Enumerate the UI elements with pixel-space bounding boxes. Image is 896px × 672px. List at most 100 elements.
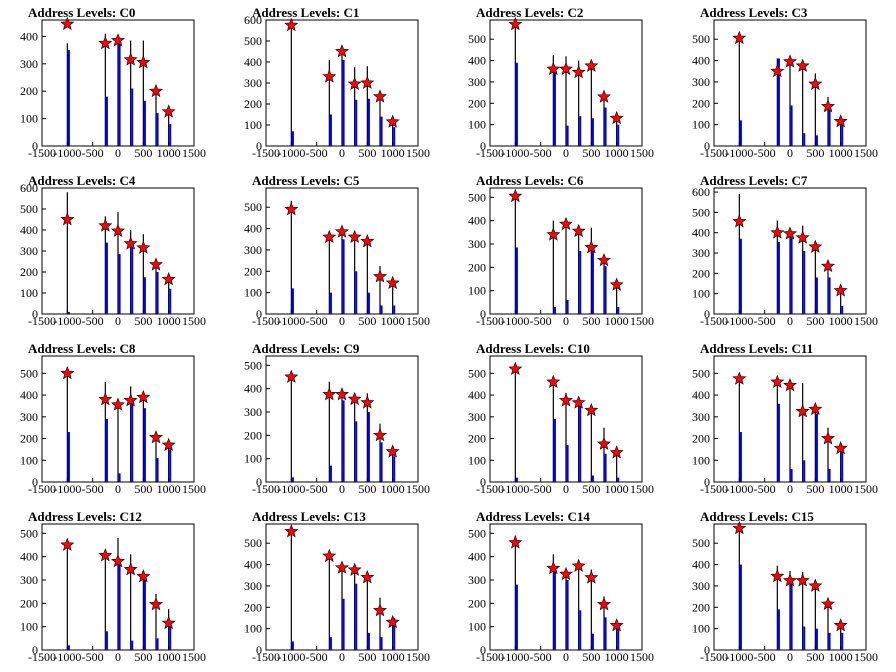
star-marker <box>795 58 810 72</box>
x-tick-label: -1500 <box>700 314 728 328</box>
x-tick-label: -500 <box>530 314 552 328</box>
y-tick-label: 100 <box>20 453 38 467</box>
y-tick-label: 400 <box>20 550 38 564</box>
x-tick-label: -1000 <box>725 146 753 160</box>
chart-title: Address Levels: C2 <box>476 5 584 20</box>
chart-plot: -1500-1000 -500 0 500 1000 1500 0 100 200 300 400 5… <box>468 16 654 160</box>
chart-title: Address Levels: C9 <box>252 341 360 356</box>
x-tick-label: -1500 <box>252 482 280 496</box>
star-marker <box>284 524 299 538</box>
x-tick-label: 0 <box>115 314 121 328</box>
x-tick-label: -1500 <box>700 650 728 664</box>
x-tick-label: 500 <box>134 482 152 496</box>
y-tick-label: 200 <box>692 96 710 110</box>
y-tick-label: 500 <box>692 32 710 46</box>
x-tick-label: 0 <box>339 650 345 664</box>
x-tick-label: -1000 <box>501 482 529 496</box>
x-tick-label: 500 <box>134 650 152 664</box>
y-tick-label: 100 <box>692 287 710 301</box>
star-marker <box>385 614 400 629</box>
star-marker <box>783 54 797 68</box>
chart-plot: -1500-1000 -500 0 500 1000 1500 0 100 200 300 400 5… <box>20 355 206 496</box>
star-marker <box>732 371 747 385</box>
chart-panel: Address Levels: C10 -1500 -1000 -500 0 500 100… <box>448 336 672 504</box>
x-tick-label: -500 <box>82 650 104 664</box>
star-marker <box>808 76 823 91</box>
y-tick-label: 0 <box>480 643 486 657</box>
star-marker <box>609 445 624 459</box>
x-tick-label: 0 <box>563 146 569 160</box>
y-tick-label: 0 <box>480 475 486 489</box>
star-marker <box>123 52 138 66</box>
x-tick-label: 1000 <box>157 650 181 664</box>
y-tick-label: 400 <box>20 223 38 237</box>
star-marker <box>770 374 785 389</box>
y-tick-label: 100 <box>468 118 486 132</box>
y-tick-label: 100 <box>468 620 486 634</box>
y-tick-label: 500 <box>244 358 262 372</box>
y-tick-label: 100 <box>244 118 262 132</box>
y-tick-label: 500 <box>20 366 38 380</box>
chart-title: Address Levels: C14 <box>476 509 590 524</box>
x-tick-label: -1500 <box>476 650 504 664</box>
y-tick-label: 300 <box>244 76 262 90</box>
star-marker <box>347 76 362 90</box>
y-tick-label: 0 <box>704 139 710 153</box>
x-tick-label: 500 <box>806 650 824 664</box>
y-tick-label: 0 <box>256 307 262 321</box>
star-marker <box>161 104 176 118</box>
y-tick-label: 200 <box>20 265 38 279</box>
y-tick-label: 0 <box>480 307 486 321</box>
x-tick-label: -500 <box>306 650 328 664</box>
y-tick-label: 400 <box>468 214 486 228</box>
x-tick-label: 500 <box>582 482 600 496</box>
y-tick-label: 0 <box>32 643 38 657</box>
x-tick-label: 0 <box>115 650 121 664</box>
x-tick-label: 1500 <box>182 482 206 496</box>
y-tick-label: 200 <box>244 97 262 111</box>
x-tick-label: 500 <box>806 146 824 160</box>
x-tick-label: 500 <box>358 482 376 496</box>
star-marker <box>571 223 586 238</box>
star-marker <box>597 436 611 450</box>
y-tick-label: 100 <box>244 452 262 466</box>
y-tick-label: 600 <box>244 13 262 27</box>
x-tick-label: 1000 <box>829 482 853 496</box>
star-marker <box>322 69 337 83</box>
x-tick-label: 1500 <box>630 482 654 496</box>
y-tick-label: 400 <box>468 550 486 564</box>
y-tick-label: 500 <box>692 366 710 380</box>
star-marker <box>795 230 810 244</box>
y-tick-label: 400 <box>692 388 710 402</box>
y-tick-label: 100 <box>244 286 262 300</box>
x-tick-label: 0 <box>115 146 121 160</box>
star-marker <box>795 573 810 587</box>
x-tick-label: 0 <box>563 650 569 664</box>
star-marker <box>373 269 387 283</box>
chart-panel: Address Levels: C6 -1500 -1000 -500 0 500 1000… <box>448 168 672 336</box>
y-tick-label: 200 <box>468 260 486 274</box>
x-tick-label: 1500 <box>854 314 878 328</box>
x-tick-label: -1000 <box>501 650 529 664</box>
chart-plot: -1500-1000 -500 0 500 1000 1500 0 100 200 300 400 5… <box>20 181 206 328</box>
y-tick-label: 500 <box>468 190 486 204</box>
x-tick-label: -1500 <box>476 146 504 160</box>
x-tick-label: 1000 <box>157 482 181 496</box>
y-tick-label: 500 <box>244 34 262 48</box>
x-tick-label: 1500 <box>406 482 430 496</box>
y-tick-label: 300 <box>692 246 710 260</box>
chart-panel: Address Levels: C1 -1500 -1000 -500 0 500 1000… <box>224 0 448 168</box>
chart-plot: -1500-1000 -500 0 500 1000 1500 0 100 200 300 400 5… <box>244 13 430 160</box>
star-marker <box>136 389 151 404</box>
y-tick-label: 0 <box>704 475 710 489</box>
y-tick-label: 200 <box>692 432 710 446</box>
x-tick-label: 1000 <box>829 146 853 160</box>
x-tick-label: -1500 <box>28 146 56 160</box>
x-tick-label: 1500 <box>406 146 430 160</box>
y-tick-label: 500 <box>468 32 486 46</box>
x-tick-label: 0 <box>563 482 569 496</box>
star-marker <box>284 202 299 216</box>
star-marker <box>123 562 138 576</box>
star-marker <box>783 378 797 392</box>
